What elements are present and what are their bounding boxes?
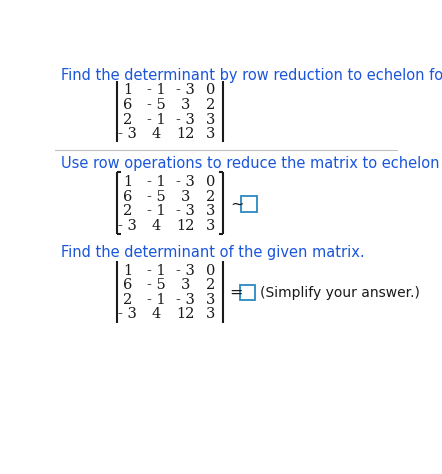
Text: 6: 6 — [122, 190, 132, 204]
Text: 6: 6 — [122, 278, 132, 292]
Text: =: = — [229, 285, 242, 300]
Text: 2: 2 — [206, 190, 215, 204]
Text: 3: 3 — [206, 127, 215, 141]
Text: - 1: - 1 — [147, 204, 165, 218]
Text: - 3: - 3 — [176, 264, 195, 278]
Text: 3: 3 — [181, 278, 190, 292]
Text: 3: 3 — [181, 98, 190, 112]
Text: - 5: - 5 — [147, 190, 165, 204]
Text: Use row operations to reduce the matrix to echelon form.: Use row operations to reduce the matrix … — [61, 156, 442, 171]
Text: - 3: - 3 — [118, 308, 137, 321]
Text: 3: 3 — [206, 113, 215, 127]
Text: 0: 0 — [206, 83, 215, 97]
Text: ~: ~ — [230, 196, 244, 211]
Text: - 5: - 5 — [147, 278, 165, 292]
Text: 4: 4 — [151, 219, 160, 233]
Text: Find the determinant of the given matrix.: Find the determinant of the given matrix… — [61, 245, 364, 260]
Text: 6: 6 — [122, 98, 132, 112]
Text: (Simplify your answer.): (Simplify your answer.) — [260, 285, 420, 300]
Text: 3: 3 — [206, 308, 215, 321]
Text: - 1: - 1 — [147, 264, 165, 278]
Text: - 3: - 3 — [176, 83, 195, 97]
Text: 2: 2 — [206, 278, 215, 292]
Text: - 3: - 3 — [176, 113, 195, 127]
Bar — [240, 285, 255, 300]
Bar — [241, 196, 257, 212]
Text: - 1: - 1 — [147, 293, 165, 307]
Text: - 3: - 3 — [118, 219, 137, 233]
Text: 3: 3 — [206, 293, 215, 307]
Text: 2: 2 — [123, 204, 132, 218]
Text: 0: 0 — [206, 264, 215, 278]
Text: - 3: - 3 — [176, 175, 195, 189]
Text: 0: 0 — [206, 175, 215, 189]
Text: 3: 3 — [206, 204, 215, 218]
Text: 12: 12 — [176, 219, 194, 233]
Text: 12: 12 — [176, 308, 194, 321]
Text: - 5: - 5 — [147, 98, 165, 112]
Text: - 3: - 3 — [176, 204, 195, 218]
Text: 3: 3 — [181, 190, 190, 204]
Text: - 3: - 3 — [176, 293, 195, 307]
Text: - 1: - 1 — [147, 175, 165, 189]
Text: 4: 4 — [151, 308, 160, 321]
Text: 12: 12 — [176, 127, 194, 141]
Text: - 3: - 3 — [118, 127, 137, 141]
Text: - 1: - 1 — [147, 83, 165, 97]
Text: 3: 3 — [206, 219, 215, 233]
Text: 1: 1 — [123, 175, 132, 189]
Text: 1: 1 — [123, 264, 132, 278]
Text: Find the determinant by row reduction to echelon form.: Find the determinant by row reduction to… — [61, 68, 442, 82]
Text: - 1: - 1 — [147, 113, 165, 127]
Text: 1: 1 — [123, 83, 132, 97]
Text: 2: 2 — [123, 293, 132, 307]
Text: 2: 2 — [123, 113, 132, 127]
Text: 2: 2 — [206, 98, 215, 112]
Text: 4: 4 — [151, 127, 160, 141]
